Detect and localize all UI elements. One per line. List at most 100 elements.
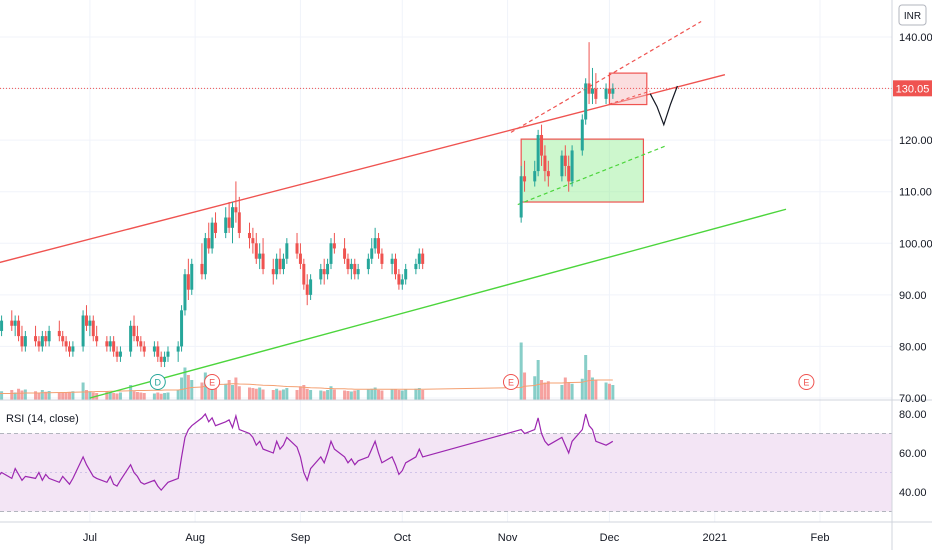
candle[interactable] bbox=[40, 330, 44, 352]
projection-path[interactable] bbox=[649, 85, 678, 127]
candle[interactable] bbox=[118, 346, 122, 362]
candle[interactable] bbox=[278, 248, 282, 275]
candle[interactable] bbox=[281, 253, 285, 275]
candle[interactable] bbox=[417, 248, 421, 270]
event-marker-earnings[interactable]: E bbox=[502, 374, 519, 390]
candle[interactable] bbox=[285, 238, 289, 264]
candle[interactable] bbox=[139, 336, 143, 352]
candle[interactable] bbox=[271, 258, 275, 285]
candle[interactable] bbox=[231, 202, 235, 244]
candle[interactable] bbox=[251, 227, 255, 254]
red-dashed-line[interactable] bbox=[510, 21, 702, 133]
candle[interactable] bbox=[64, 336, 68, 352]
candle[interactable] bbox=[20, 325, 24, 352]
candle[interactable] bbox=[543, 145, 547, 182]
candle[interactable] bbox=[594, 73, 598, 105]
candle[interactable] bbox=[142, 341, 146, 357]
candle[interactable] bbox=[47, 325, 51, 347]
candle[interactable] bbox=[563, 145, 567, 177]
candle[interactable] bbox=[319, 263, 323, 285]
time-axis[interactable]: Jul Aug Sep Oct Nov Dec 2021 Feb bbox=[83, 532, 830, 544]
event-marker-earnings[interactable]: E bbox=[204, 374, 221, 390]
candle[interactable] bbox=[390, 253, 394, 275]
candle[interactable] bbox=[533, 160, 537, 187]
candle[interactable] bbox=[186, 258, 190, 301]
green-dashed-line[interactable] bbox=[517, 144, 668, 206]
candle[interactable] bbox=[370, 238, 374, 264]
candle[interactable] bbox=[88, 315, 92, 337]
candle[interactable] bbox=[540, 124, 544, 166]
candle[interactable] bbox=[546, 160, 550, 187]
candle[interactable] bbox=[560, 150, 564, 182]
candle[interactable] bbox=[156, 341, 160, 362]
candle[interactable] bbox=[200, 243, 204, 280]
candle[interactable] bbox=[261, 238, 265, 275]
candle[interactable] bbox=[332, 232, 336, 254]
candle[interactable] bbox=[180, 305, 184, 352]
candle[interactable] bbox=[129, 320, 133, 357]
candle[interactable] bbox=[366, 253, 370, 275]
candle[interactable] bbox=[91, 315, 95, 342]
candle[interactable] bbox=[247, 222, 251, 249]
candle[interactable] bbox=[611, 83, 615, 99]
candle[interactable] bbox=[275, 253, 279, 280]
candle[interactable] bbox=[112, 336, 116, 357]
candle[interactable] bbox=[397, 269, 401, 290]
candle[interactable] bbox=[580, 114, 584, 156]
candle[interactable] bbox=[183, 269, 187, 316]
candle[interactable] bbox=[329, 238, 333, 270]
candle[interactable] bbox=[394, 253, 398, 280]
candle[interactable] bbox=[414, 258, 418, 275]
candle[interactable] bbox=[567, 155, 571, 192]
candle[interactable] bbox=[353, 258, 357, 280]
candle[interactable] bbox=[590, 67, 594, 105]
candle[interactable] bbox=[68, 341, 72, 357]
candle[interactable] bbox=[115, 346, 119, 362]
candle[interactable] bbox=[23, 330, 27, 352]
candle[interactable] bbox=[604, 83, 608, 105]
candle[interactable] bbox=[356, 263, 360, 280]
candle[interactable] bbox=[0, 315, 4, 337]
candle[interactable] bbox=[421, 248, 425, 270]
candle[interactable] bbox=[207, 222, 211, 254]
candle[interactable] bbox=[254, 232, 258, 264]
candle[interactable] bbox=[536, 129, 540, 177]
candle[interactable] bbox=[152, 341, 156, 357]
candle[interactable] bbox=[132, 315, 136, 342]
candle[interactable] bbox=[17, 315, 21, 342]
candle[interactable] bbox=[400, 274, 404, 290]
candle[interactable] bbox=[570, 145, 574, 187]
candle[interactable] bbox=[343, 238, 347, 264]
candle[interactable] bbox=[309, 274, 313, 301]
candle[interactable] bbox=[95, 325, 99, 347]
candle[interactable] bbox=[373, 227, 377, 254]
candle[interactable] bbox=[34, 325, 38, 347]
candle[interactable] bbox=[10, 310, 14, 331]
candle[interactable] bbox=[404, 263, 408, 285]
candle[interactable] bbox=[37, 336, 41, 352]
currency-box[interactable] bbox=[898, 4, 927, 26]
candle[interactable] bbox=[298, 243, 302, 270]
candles[interactable] bbox=[0, 42, 615, 368]
candle[interactable] bbox=[224, 207, 228, 239]
candle[interactable] bbox=[346, 253, 350, 275]
candle[interactable] bbox=[81, 310, 85, 352]
candle[interactable] bbox=[523, 160, 527, 192]
candle[interactable] bbox=[166, 346, 170, 362]
candle[interactable] bbox=[214, 212, 218, 239]
candle[interactable] bbox=[227, 202, 231, 233]
candle[interactable] bbox=[305, 274, 309, 306]
event-marker-dividend[interactable]: D bbox=[149, 374, 166, 390]
candle[interactable] bbox=[380, 248, 384, 270]
candle[interactable] bbox=[210, 217, 214, 254]
candle[interactable] bbox=[159, 351, 163, 368]
candle[interactable] bbox=[322, 258, 326, 285]
upper-trendline[interactable] bbox=[0, 73, 726, 266]
candle[interactable] bbox=[326, 258, 330, 280]
candle[interactable] bbox=[607, 83, 611, 105]
candle[interactable] bbox=[176, 341, 180, 362]
candle[interactable] bbox=[302, 258, 306, 290]
lower-trendline[interactable] bbox=[89, 208, 787, 399]
candle[interactable] bbox=[295, 232, 299, 259]
